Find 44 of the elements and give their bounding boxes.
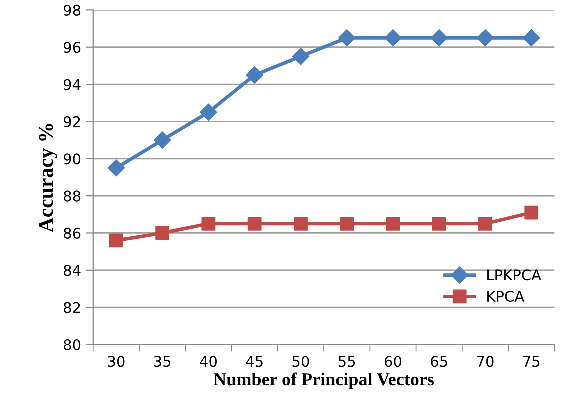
point [386,217,400,231]
point [246,66,264,84]
point [292,48,310,66]
y-tick-label: 88 [64,190,81,202]
point [108,160,126,177]
point [432,217,446,231]
x-tick-label: 45 [246,356,263,368]
point [340,217,354,231]
y-tick-label: 80 [64,339,81,351]
x-tick-label: 60 [384,356,402,368]
legend-label: LPKPCA [488,270,542,281]
x-tick-label: 75 [524,356,540,368]
x-tick-label: 40 [200,356,218,368]
y-tick-label: 98 [64,4,81,16]
point [154,132,172,149]
point [430,30,448,47]
y-tick-label: 82 [64,302,80,314]
point [476,30,494,47]
point [524,206,539,220]
x-tick-label: 30 [108,356,125,368]
point [294,217,308,231]
y-tick-label: 86 [64,228,81,239]
y-tick-label: 90 [64,154,81,165]
y-tick-label: 94 [64,79,81,90]
point [338,30,356,47]
x-axis-title: Number of Principal Vectors [214,372,434,390]
y-tick-label: 92 [64,116,80,128]
point [523,30,540,47]
point [248,217,262,231]
x-tick-label: 35 [154,356,171,368]
y-tick-label: 96 [64,42,81,54]
point [110,234,124,248]
point [156,226,170,240]
point [200,104,218,121]
legend-label: KPCA [488,291,525,302]
x-tick-label: 50 [292,356,310,368]
x-tick-label: 65 [431,356,448,368]
point [478,217,492,231]
y-axis-title: Accuracy % [39,124,58,233]
x-tick-label: 70 [477,356,494,368]
y-tick-label: 84 [64,265,81,276]
point [384,30,402,47]
point [202,217,216,231]
x-tick-label: 55 [338,356,356,368]
